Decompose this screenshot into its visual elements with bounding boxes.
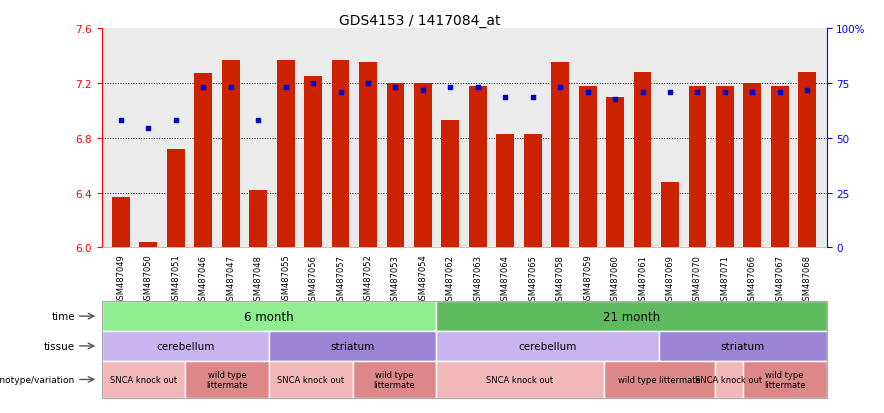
Bar (359, 63, 377, 248)
Point (800, 87, 814, 94)
Text: ■ transformed count: ■ transformed count (110, 412, 221, 413)
Bar (579, 86, 597, 248)
Text: wild type
littermate: wild type littermate (374, 370, 415, 389)
Bar (771, 86, 789, 248)
Bar (606, 97, 624, 248)
Text: wild type
littermate: wild type littermate (764, 370, 805, 389)
Text: SNCA knock out: SNCA knock out (110, 375, 177, 384)
Point (471, 84, 485, 91)
Bar (469, 86, 487, 248)
Point (415, 87, 430, 94)
Point (224, 84, 238, 91)
Point (608, 97, 622, 103)
Bar (524, 134, 542, 248)
Text: genotype/variation: genotype/variation (0, 375, 75, 384)
Bar (167, 150, 185, 248)
Text: SNCA knock out: SNCA knock out (278, 375, 345, 384)
Text: striatum: striatum (331, 341, 375, 351)
Text: GDS4153 / 1417084_at: GDS4153 / 1417084_at (339, 14, 500, 28)
Text: time: time (51, 311, 75, 321)
Point (499, 94, 513, 101)
Point (553, 84, 568, 91)
Bar (304, 77, 322, 248)
Text: wild type
littermate: wild type littermate (206, 370, 248, 389)
Point (196, 84, 210, 91)
Bar (716, 86, 734, 248)
Point (745, 90, 759, 97)
Bar (332, 60, 349, 248)
Point (663, 90, 677, 97)
Point (773, 90, 787, 97)
Text: 6 month: 6 month (244, 310, 293, 323)
Point (718, 90, 732, 97)
Bar (222, 60, 240, 248)
Point (690, 90, 705, 97)
Point (443, 84, 457, 91)
Point (169, 117, 183, 124)
Point (278, 84, 293, 91)
Bar (112, 197, 130, 248)
Text: SNCA knock out: SNCA knock out (696, 375, 763, 384)
Point (306, 80, 320, 87)
Point (636, 90, 650, 97)
Bar (496, 134, 514, 248)
Text: tissue: tissue (44, 341, 75, 351)
Point (114, 117, 128, 124)
Point (333, 90, 347, 97)
Point (251, 117, 265, 124)
Text: wild type littermate: wild type littermate (618, 375, 701, 384)
Bar (194, 74, 212, 248)
Bar (414, 83, 432, 248)
Bar (441, 121, 460, 248)
Bar (249, 190, 267, 248)
Point (526, 94, 540, 101)
Bar (140, 242, 157, 248)
Point (581, 90, 595, 97)
Text: cerebellum: cerebellum (519, 341, 577, 351)
Point (388, 84, 402, 91)
Bar (661, 182, 679, 248)
Point (361, 80, 375, 87)
Bar (689, 86, 706, 248)
Bar (386, 83, 404, 248)
Bar (634, 73, 652, 248)
Bar (552, 63, 569, 248)
Text: SNCA knock out: SNCA knock out (486, 375, 553, 384)
Bar (743, 83, 761, 248)
Text: 21 month: 21 month (603, 310, 660, 323)
Point (141, 126, 156, 132)
Text: striatum: striatum (720, 341, 765, 351)
Bar (798, 73, 816, 248)
Text: cerebellum: cerebellum (156, 341, 215, 351)
Bar (277, 60, 294, 248)
